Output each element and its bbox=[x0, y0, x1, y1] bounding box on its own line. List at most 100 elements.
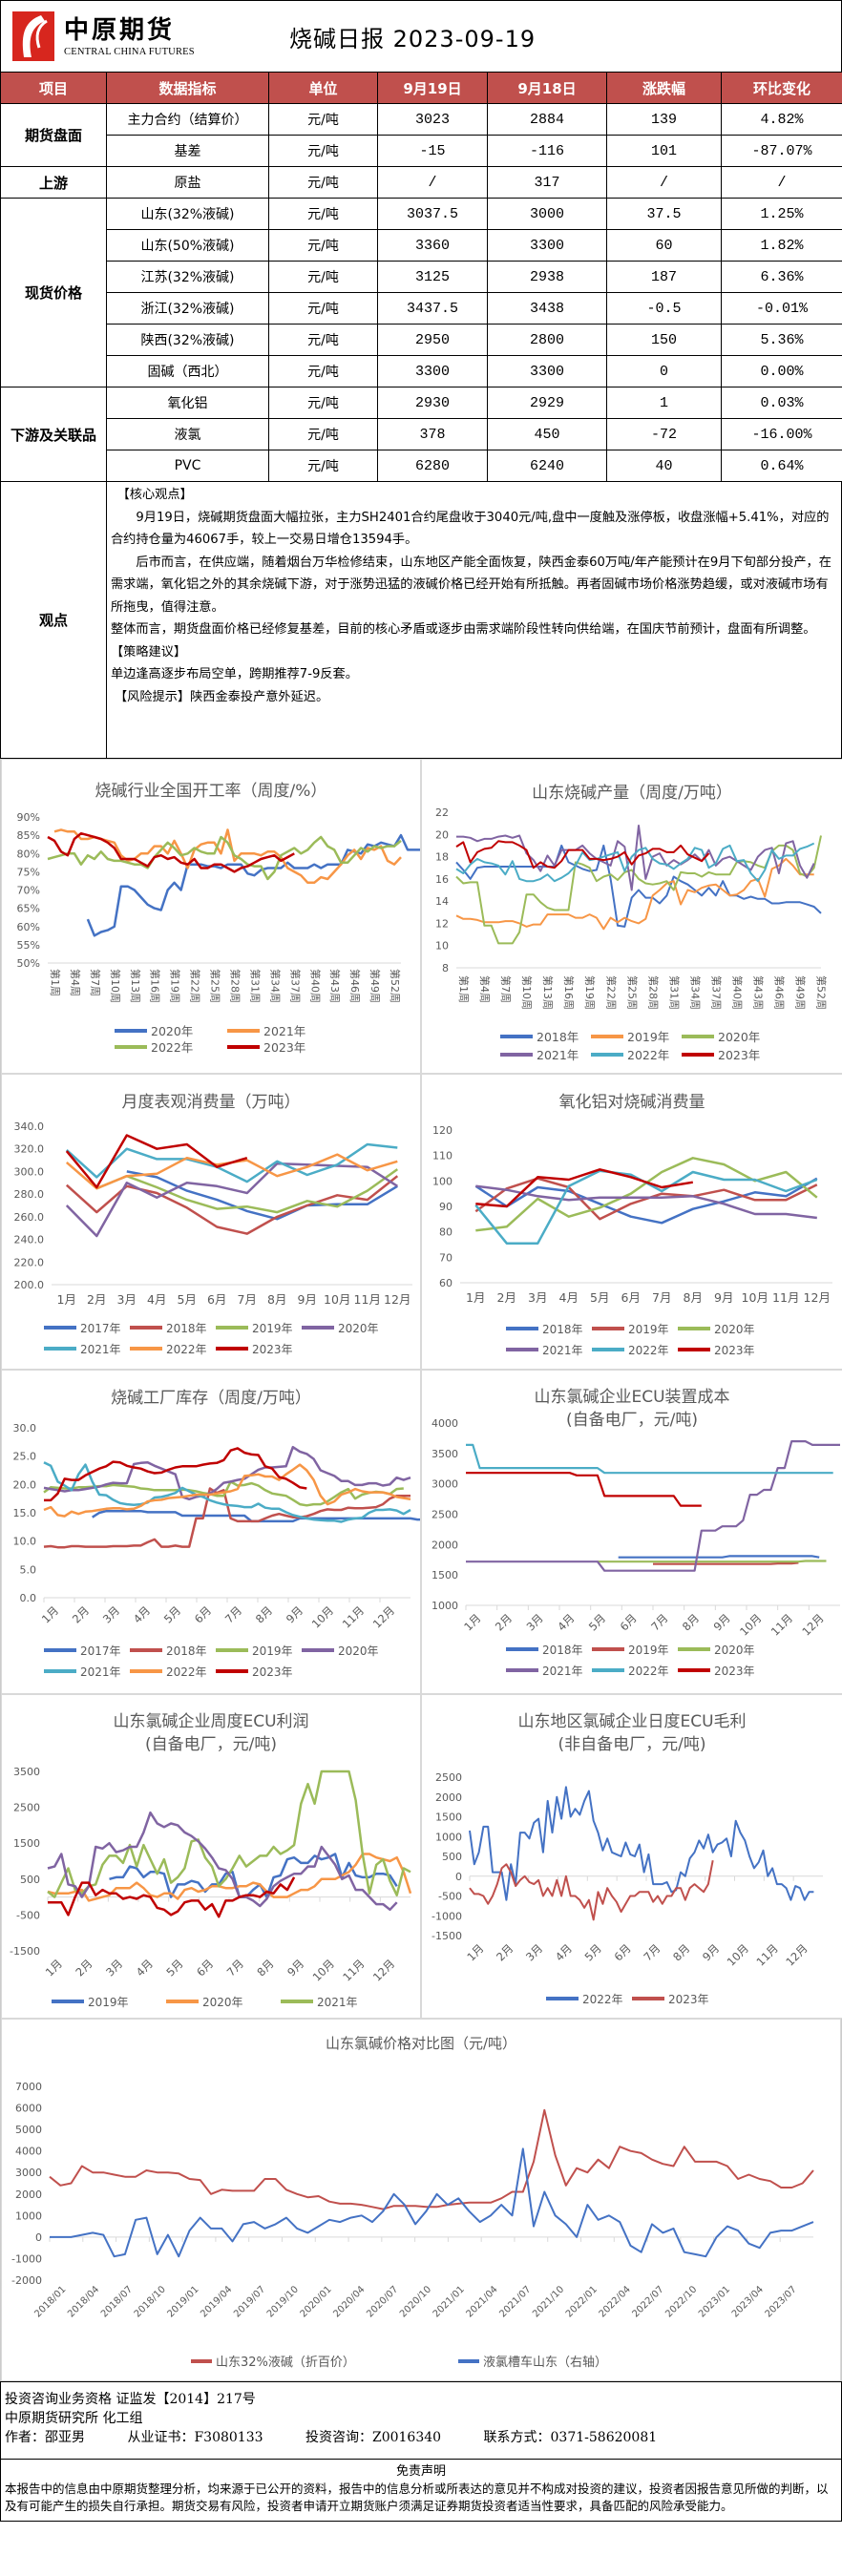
chart-title: 山东氯碱企业ECU装置成本 bbox=[534, 1388, 729, 1407]
y-tick-label: 120 bbox=[432, 1124, 453, 1137]
x-tick-label: 8月 bbox=[684, 1290, 703, 1305]
prev-value-cell: 317 bbox=[487, 166, 607, 199]
table-row: 下游及关联品 氧化铝 元/吨 2930 2929 1 0.03% bbox=[0, 387, 842, 482]
series-line bbox=[456, 825, 815, 891]
view-body: 【核心观点】 9月19日，烧碱期货盘面大幅拉张，主力SH2401合约尾盘收于30… bbox=[107, 482, 841, 758]
table-row: 上游 原盐 元/吨/317// bbox=[0, 166, 842, 199]
chart-factory-inventory: 烧碱工厂库存（周度/万吨） 0.0 5.0 10.0 15.0 20.0 25.0 30.0 1… bbox=[1, 1370, 421, 1694]
change-cell: 150 bbox=[606, 324, 722, 356]
pct-change-cell: -16.00% bbox=[721, 418, 842, 450]
x-tick-label: 5月 bbox=[586, 1611, 608, 1633]
y-tick-label: 110 bbox=[432, 1150, 453, 1162]
series-line bbox=[653, 1561, 799, 1565]
x-tick-label: 第52周 bbox=[815, 975, 829, 1010]
today-value-cell: 3023 bbox=[377, 103, 488, 136]
x-tick-label: 12月 bbox=[783, 1941, 810, 1968]
report-page: 中原期货 CENTRAL CHINA FUTURES 烧碱日报 2023-09-… bbox=[0, 0, 842, 2522]
x-tick-label: 第16周 bbox=[562, 975, 576, 1010]
series-line bbox=[49, 2108, 814, 2210]
x-tick-label: 1月 bbox=[43, 1957, 65, 1979]
column-header: 9月18日 bbox=[487, 72, 607, 104]
y-tick-label: -1000 bbox=[11, 2252, 42, 2265]
series-line bbox=[43, 1461, 411, 1523]
x-tick-label: 第31周 bbox=[667, 975, 681, 1010]
y-tick-label: 75% bbox=[17, 866, 40, 878]
x-tick-label: 2月 bbox=[493, 1611, 515, 1633]
legend-label: 2023年 bbox=[668, 1993, 709, 2006]
x-tick-label: 第22周 bbox=[604, 975, 618, 1010]
series-line bbox=[65, 1162, 398, 1238]
legend-label: 2017年 bbox=[80, 1644, 121, 1658]
x-tick-label: 5月 bbox=[161, 1603, 183, 1625]
series-line bbox=[44, 1447, 307, 1502]
prev-value-cell: 3300 bbox=[487, 229, 607, 262]
x-tick-label: 第13周 bbox=[129, 969, 142, 1003]
table-header-row: 项目 数据指标 单位 9月19日 9月18日 涨跌幅 环比变化 bbox=[0, 72, 842, 104]
y-tick-label: 200.0 bbox=[14, 1279, 45, 1291]
logo-chinese-name: 中原期货 bbox=[64, 15, 176, 45]
y-tick-label: 0 bbox=[455, 1871, 462, 1883]
x-tick-label: 6月 bbox=[192, 1603, 214, 1625]
x-tick-label: 2019/01 bbox=[165, 2284, 200, 2319]
legend-label: 山东32%液碱（折百价） bbox=[216, 2356, 355, 2370]
institute-line: 中原期货研究所 化工组 bbox=[5, 2411, 143, 2426]
x-tick-label: 10月 bbox=[725, 1941, 751, 1968]
legend-label: 2021年 bbox=[317, 1996, 358, 2009]
indicator-cell: 江苏(32%液碱) bbox=[106, 261, 269, 293]
report-header: 中原期货 CENTRAL CHINA FUTURES 烧碱日报 2023-09-… bbox=[0, 0, 842, 72]
x-tick-label: 12月 bbox=[799, 1611, 826, 1638]
chart-title: 山东氯碱企业周度ECU利润 bbox=[113, 1712, 308, 1731]
y-tick-label: 280.0 bbox=[14, 1188, 45, 1201]
table-row: 固碱（西北） 元/吨 3300 3300 0 0.00% bbox=[1, 355, 842, 387]
x-tick-label: 第19周 bbox=[583, 975, 597, 1010]
practice-certificate: 从业证书：F3080133 bbox=[127, 2430, 263, 2445]
x-tick-label: 4月 bbox=[134, 1957, 156, 1979]
today-value-cell: 6280 bbox=[377, 450, 488, 482]
column-header: 单位 bbox=[268, 72, 378, 104]
series-line bbox=[65, 1142, 398, 1183]
x-tick-label: 11月 bbox=[772, 1290, 799, 1305]
x-tick-label: 2021/10 bbox=[531, 2284, 566, 2319]
y-tick-label: 2500 bbox=[432, 1509, 458, 1521]
disclaimer: 免责声明 本报告中的信息由中原期货整理分析，均来源于已公开的资料，报告中的信息分… bbox=[0, 2460, 842, 2522]
x-tick-label: 3月 bbox=[524, 1611, 546, 1633]
x-tick-label: 第49周 bbox=[368, 969, 382, 1003]
x-tick-label: 2021/07 bbox=[497, 2284, 533, 2319]
legend-label: 2021年 bbox=[537, 1048, 579, 1062]
change-cell: -0.5 bbox=[606, 292, 722, 325]
legend-label: 2022年 bbox=[627, 1048, 669, 1062]
legend-label: 2018年 bbox=[166, 1644, 207, 1658]
legend-label: 2022年 bbox=[628, 1344, 669, 1357]
table-row: 浙江(32%液碱) 元/吨 3437.5 3438 -0.5 -0.01% bbox=[1, 292, 842, 325]
legend-label: 2023年 bbox=[263, 1040, 305, 1055]
prev-value-cell: 450 bbox=[487, 418, 607, 450]
logo-mark-icon bbox=[12, 11, 54, 61]
legend-label: 2019年 bbox=[627, 1030, 669, 1044]
series-line bbox=[474, 1177, 818, 1225]
x-tick-label: 2月 bbox=[87, 1292, 106, 1307]
x-tick-label: 2023/07 bbox=[764, 2284, 799, 2319]
column-header: 涨跌幅 bbox=[606, 72, 722, 104]
x-tick-label: 第28周 bbox=[646, 975, 660, 1010]
legend-label: 2019年 bbox=[628, 1323, 669, 1336]
x-tick-label: 2月 bbox=[73, 1957, 95, 1979]
series-line bbox=[469, 1860, 714, 1921]
x-tick-label: 12月 bbox=[804, 1290, 831, 1305]
y-tick-label: 3000 bbox=[15, 2167, 42, 2179]
change-cell: 187 bbox=[606, 261, 722, 293]
y-tick-label: 3000 bbox=[432, 1478, 458, 1491]
change-cell: -72 bbox=[606, 418, 722, 450]
legend-label: 2020年 bbox=[338, 1644, 379, 1658]
x-tick-label: 8月 bbox=[267, 1292, 286, 1307]
y-tick-label: -500 bbox=[438, 1891, 462, 1903]
chart-title: 山东烧碱产量（周度/万吨） bbox=[532, 784, 732, 803]
y-tick-label: 1500 bbox=[13, 1837, 40, 1850]
series-line bbox=[126, 1170, 398, 1221]
y-tick-label: 2000 bbox=[432, 1539, 458, 1551]
x-tick-label: 2021/04 bbox=[465, 2284, 500, 2319]
x-tick-label: 第25周 bbox=[625, 975, 639, 1010]
y-tick-label: 8 bbox=[442, 962, 449, 974]
series-line bbox=[466, 1443, 833, 1475]
y-tick-label: 4000 bbox=[15, 2146, 42, 2158]
pct-change-cell: 0.64% bbox=[721, 450, 842, 482]
